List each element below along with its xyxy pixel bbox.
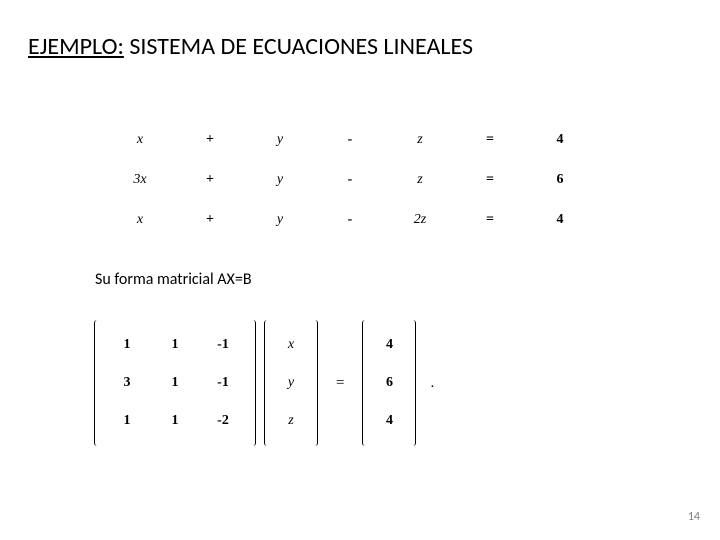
eq-cell: y	[245, 120, 315, 160]
variable-vector: x y z	[264, 320, 318, 446]
eq-cell: =	[455, 160, 525, 200]
result-vector: 4 6 4	[362, 320, 416, 446]
eq-cell: x	[105, 120, 175, 160]
vector-cell: z	[273, 402, 309, 440]
matrix-cell: 1	[151, 326, 199, 364]
eq-cell: 2z	[385, 200, 455, 240]
title-rest: SISTEMA DE ECUACIONES LINEALES	[124, 32, 473, 61]
eq-cell: x	[105, 200, 175, 240]
matrix-cell: 3	[103, 364, 151, 402]
matrix-cell: 1	[103, 402, 151, 440]
eq-cell: -	[315, 160, 385, 200]
eq-cell: z	[385, 120, 455, 160]
eq-cell: z	[385, 160, 455, 200]
equations-table: x + y - z = 4 3x + y - z = 6 x + y - 2z …	[105, 120, 595, 240]
page-title: EJEMPLO: SISTEMA DE ECUACIONES LINEALES	[28, 32, 473, 61]
coefficient-matrix: 1 1 -1 3 1 -1 1 1 -2	[94, 320, 256, 446]
vector-cell: y	[273, 364, 309, 402]
eq-cell: 3x	[105, 160, 175, 200]
matrix-cell: -1	[199, 364, 247, 402]
vector-cell: x	[273, 326, 309, 364]
vector-cell: 4	[371, 326, 407, 364]
eq-cell: 4	[525, 120, 595, 160]
matrix-cell: 1	[103, 326, 151, 364]
page-number: 14	[688, 510, 700, 524]
vector-cell: 6	[371, 364, 407, 402]
matrix-equation: 1 1 -1 3 1 -1 1 1 -2 x y z = 4 6	[90, 320, 434, 446]
eq-cell: =	[455, 200, 525, 240]
matrix-cell: -2	[199, 402, 247, 440]
trailing-dot: .	[430, 375, 434, 392]
eq-cell: y	[245, 200, 315, 240]
equals-sign: =	[336, 375, 344, 392]
equation-row: x + y - z = 4	[105, 120, 595, 160]
eq-cell: +	[175, 120, 245, 160]
matrix-cell: 1	[151, 364, 199, 402]
matrix-form-label: Su forma matricial AX=B	[95, 270, 252, 289]
title-underline: EJEMPLO:	[28, 32, 124, 61]
eq-cell: 6	[525, 160, 595, 200]
vector-cell: 4	[371, 402, 407, 440]
eq-cell: -	[315, 200, 385, 240]
matrix-cell: 1	[151, 402, 199, 440]
eq-cell: +	[175, 160, 245, 200]
equation-row: 3x + y - z = 6	[105, 160, 595, 200]
eq-cell: y	[245, 160, 315, 200]
eq-cell: =	[455, 120, 525, 160]
eq-cell: +	[175, 200, 245, 240]
eq-cell: -	[315, 120, 385, 160]
equation-row: x + y - 2z = 4	[105, 200, 595, 240]
matrix-cell: -1	[199, 326, 247, 364]
eq-cell: 4	[525, 200, 595, 240]
